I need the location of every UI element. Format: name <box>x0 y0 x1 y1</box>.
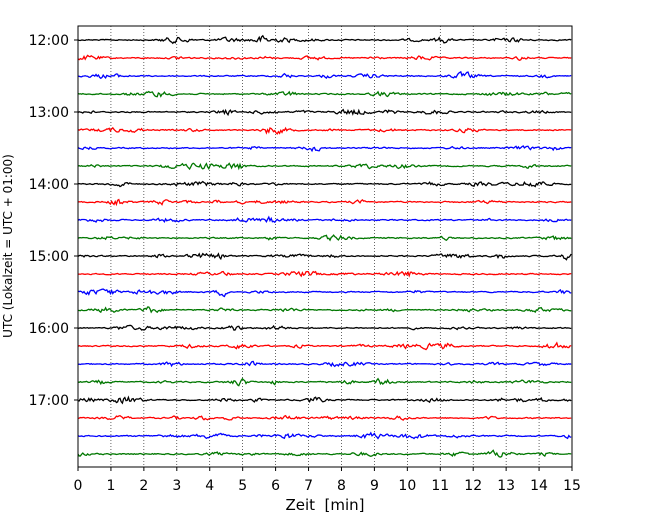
seismic-trace <box>77 54 572 61</box>
seismic-trace <box>77 324 572 331</box>
seismic-trace <box>77 306 572 314</box>
x-tick-label: 1 <box>106 478 115 494</box>
seismic-trace <box>77 198 572 207</box>
plot-frame <box>77 25 573 468</box>
x-axis-ticks: 0 1 2 3 4 5 6 7 8 9 10 11 12 13 14 15 <box>74 467 581 494</box>
y-tick-label: 14:00 <box>29 177 69 193</box>
x-tick-label: 0 <box>74 478 83 494</box>
seismic-trace <box>77 414 572 421</box>
seismic-trace <box>77 395 572 405</box>
seismic-trace <box>77 360 572 368</box>
x-tick-label: 3 <box>172 478 181 494</box>
seismic-trace <box>77 234 572 242</box>
seismic-trace <box>77 449 572 458</box>
y-tick-label: 16:00 <box>29 321 69 337</box>
x-tick-label: 10 <box>398 478 416 494</box>
y-tick-label: 13:00 <box>29 105 69 121</box>
seismic-trace <box>77 270 572 278</box>
x-tick-label: 13 <box>497 478 515 494</box>
x-tick-label: 7 <box>304 478 313 494</box>
y-axis-ticks: 12:00 13:00 14:00 15:00 16:00 17:00 <box>29 33 78 409</box>
seismic-trace <box>77 70 572 80</box>
seismic-trace <box>77 215 572 224</box>
seismic-trace <box>77 108 572 117</box>
x-tick-label: 2 <box>139 478 148 494</box>
seismic-trace <box>77 162 572 171</box>
x-tick-label: 5 <box>238 478 247 494</box>
y-tick-label: 15:00 <box>29 249 69 265</box>
x-tick-label: 4 <box>205 478 214 494</box>
seismic-trace <box>77 145 572 153</box>
seismic-trace <box>77 180 572 188</box>
seismic-trace <box>77 377 572 387</box>
x-tick-label: 11 <box>431 478 449 494</box>
seismic-trace <box>77 34 572 45</box>
x-tick-label: 15 <box>563 478 581 494</box>
x-tick-label: 6 <box>271 478 280 494</box>
x-tick-label: 8 <box>337 478 346 494</box>
seismic-trace <box>77 90 572 98</box>
seismic-trace <box>77 341 572 351</box>
seismic-traces <box>77 34 572 458</box>
x-tick-label: 14 <box>530 478 548 494</box>
seismic-trace <box>77 252 572 261</box>
x-tick-label: 12 <box>464 478 482 494</box>
x-tick-label: 9 <box>370 478 379 494</box>
y-tick-label: 17:00 <box>29 393 69 409</box>
x-axis-label: Zeit [min] <box>285 496 364 514</box>
y-tick-label: 12:00 <box>29 33 69 49</box>
y-axis-label: UTC (Lokalzeit = UTC + 01:00) <box>1 154 15 338</box>
seismic-trace <box>77 431 572 440</box>
seismic-trace <box>77 126 572 135</box>
seismic-trace <box>77 288 572 298</box>
